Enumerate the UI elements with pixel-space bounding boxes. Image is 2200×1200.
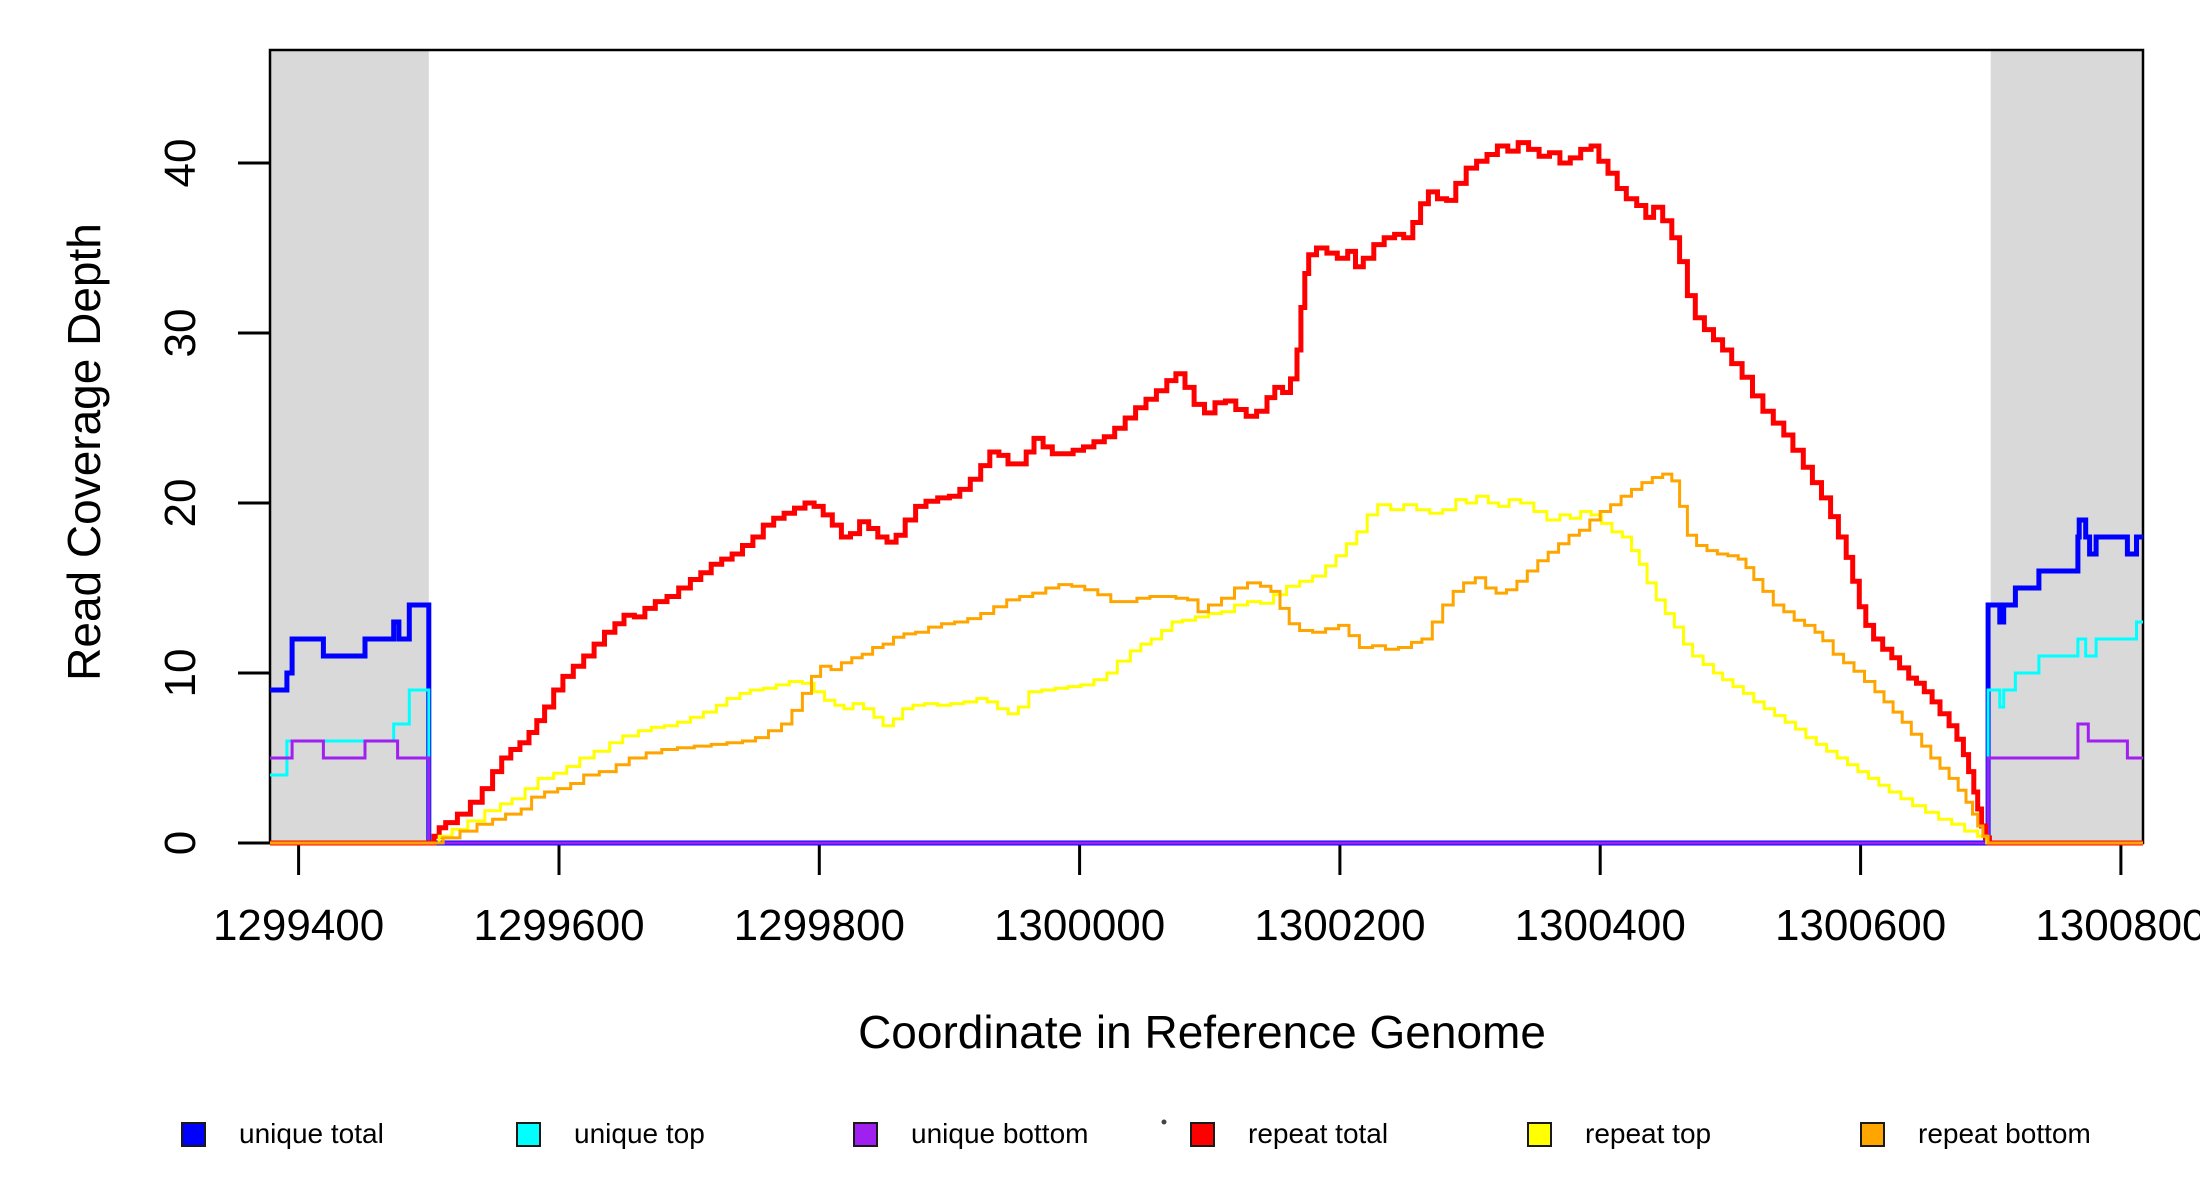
legend-label: repeat top xyxy=(1585,1118,1711,1149)
plot-area: 1299400 1299600 1299800 1300000 1300200 13004… xyxy=(156,48,2200,1125)
y-axis-title: Read Coverage Depth xyxy=(58,223,110,681)
legend-swatch-unique-top xyxy=(516,1122,541,1147)
legend-label: repeat bottom xyxy=(1918,1118,2091,1149)
legend-swatch-repeat-bottom xyxy=(1860,1122,1885,1147)
y-tick-label: 40 xyxy=(156,139,205,188)
series-unique-total xyxy=(270,517,2143,846)
legend-item: repeat top xyxy=(1527,1118,1711,1149)
x-tick-label: 1300400 xyxy=(1515,901,1686,950)
x-tick-label: 1300200 xyxy=(1254,901,1425,950)
legend-swatch-unique-bottom xyxy=(853,1122,878,1147)
legend-label: unique total xyxy=(239,1118,384,1149)
legend-label: unique bottom xyxy=(911,1118,1088,1149)
legend-swatch-unique-total xyxy=(181,1122,206,1147)
x-tick-label: 1299800 xyxy=(734,901,905,950)
shaded-region-left xyxy=(270,50,429,843)
legend-item: unique bottom xyxy=(853,1118,1088,1149)
y-tick-label: 30 xyxy=(156,309,205,358)
plot-box xyxy=(268,48,2145,845)
series-repeat-bottom xyxy=(270,472,2143,845)
x-tick-label: 1300600 xyxy=(1775,901,1946,950)
legend-item: unique top xyxy=(516,1118,705,1149)
legend: unique total unique top unique bottom repea… xyxy=(181,1118,2091,1149)
y-tick-label: 20 xyxy=(156,479,205,528)
y-tick-label: 0 xyxy=(156,831,205,855)
y-tick-label: 10 xyxy=(156,649,205,698)
series-repeat-total xyxy=(270,140,2143,846)
legend-label: unique top xyxy=(574,1118,705,1149)
legend-swatch-repeat-top xyxy=(1527,1122,1552,1147)
x-axis-title: Coordinate in Reference Genome xyxy=(858,1006,1546,1058)
legend-item: repeat bottom xyxy=(1860,1118,2091,1149)
legend-swatch-repeat-total xyxy=(1190,1122,1215,1147)
series-unique-top xyxy=(270,620,2143,845)
x-tick-label: 1299600 xyxy=(473,901,644,950)
x-tick-label: 1299400 xyxy=(213,901,384,950)
x-tick-label: 1300800 xyxy=(2035,901,2200,950)
series-repeat-top xyxy=(270,494,2143,845)
legend-item: repeat total xyxy=(1190,1118,1388,1149)
shaded-region-right xyxy=(1990,50,2143,843)
legend-item: unique total xyxy=(181,1118,384,1149)
series-unique-bottom xyxy=(270,722,2143,845)
legend-label: repeat total xyxy=(1248,1118,1388,1149)
x-tick-label: 1300000 xyxy=(994,901,1165,950)
stray-dot xyxy=(1161,1119,1167,1125)
